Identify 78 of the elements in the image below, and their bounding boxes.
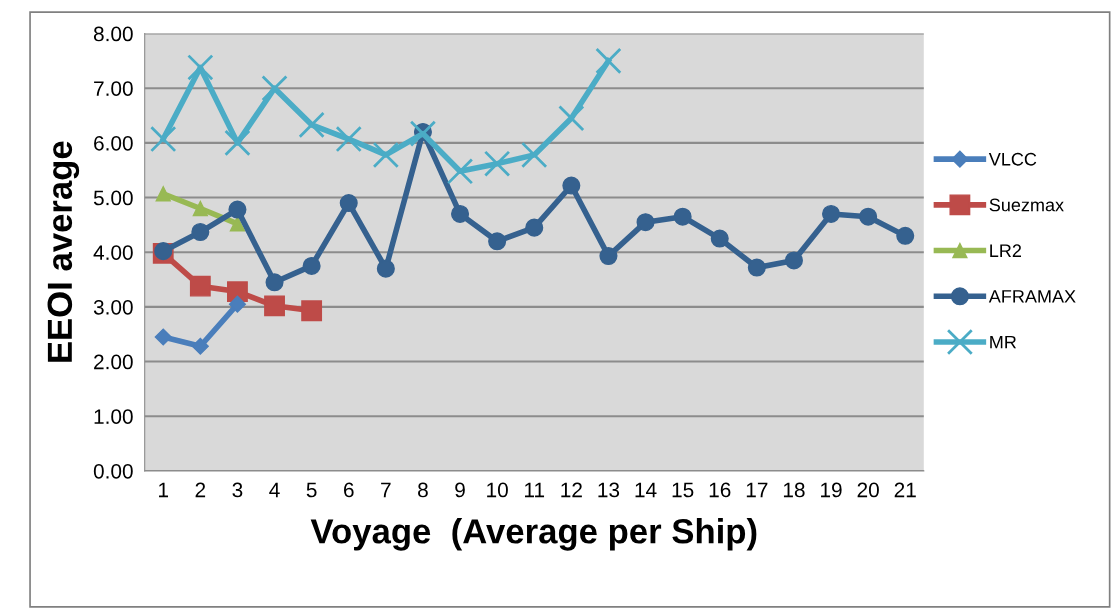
x-tick-label: 16	[709, 482, 731, 498]
point	[409, 120, 437, 147]
x-tick-label: 11	[525, 482, 545, 498]
point	[372, 141, 400, 169]
point	[191, 337, 209, 355]
point	[446, 158, 474, 185]
point	[784, 251, 803, 270]
point	[261, 75, 288, 102]
x-tick-label: 9	[455, 482, 465, 498]
x-tick-label: 15	[672, 482, 694, 498]
x-tick-label: 6	[344, 482, 354, 498]
point	[636, 213, 655, 232]
point	[302, 256, 321, 275]
x-tick-label: 20	[857, 482, 879, 498]
point	[339, 194, 358, 213]
y-tick-label: 5.00	[93, 190, 133, 206]
x-tick-label: 7	[381, 482, 391, 498]
legend-label: VLCC	[988, 152, 1037, 166]
legend-label: Suezmax	[989, 198, 1064, 212]
point	[595, 47, 622, 75]
x-tick-label: 14	[635, 482, 657, 498]
y-axis-title: EEOI average	[47, 141, 80, 362]
point	[187, 54, 214, 81]
point	[599, 247, 618, 266]
point	[376, 259, 395, 278]
y-tick-label: 1.00	[94, 409, 133, 424]
point	[896, 226, 915, 245]
x-tick-label: 3	[232, 482, 243, 498]
point	[558, 105, 585, 132]
x-tick-label: 17	[746, 482, 768, 498]
point	[228, 200, 247, 219]
point	[521, 141, 548, 169]
x-tick-label: 13	[598, 482, 620, 498]
legend-label: MR	[990, 335, 1017, 349]
y-tick-label: 2.00	[94, 354, 133, 370]
point	[150, 125, 177, 153]
point	[224, 129, 251, 157]
point	[155, 186, 171, 202]
x-tick-label: 10	[487, 482, 508, 498]
point	[335, 125, 362, 153]
point	[859, 207, 878, 226]
x-tick-label: 19	[821, 482, 842, 498]
legend-label: LR2	[990, 244, 1022, 257]
point	[562, 176, 581, 195]
x-tick-label: 12	[561, 482, 582, 498]
x-tick-label: 21	[894, 482, 916, 498]
point	[298, 111, 325, 139]
point	[264, 295, 285, 317]
point	[228, 295, 246, 313]
point	[673, 207, 692, 226]
point	[189, 275, 211, 297]
point	[192, 200, 208, 217]
y-tick-label: 0.00	[93, 463, 133, 479]
x-tick-label: 2	[195, 482, 206, 498]
y-tick-label: 3.00	[93, 299, 133, 315]
x-tick-label: 18	[783, 482, 805, 498]
point	[747, 258, 766, 277]
point	[154, 328, 172, 346]
x-tick-label: 1	[159, 482, 169, 498]
point	[822, 204, 841, 223]
legend-label: AFRAMAX	[988, 290, 1076, 303]
point	[488, 232, 507, 251]
point	[301, 300, 323, 322]
point	[265, 273, 284, 292]
x-tick-label: 5	[306, 482, 317, 498]
point	[229, 216, 246, 232]
point	[525, 218, 544, 237]
x-axis-title: Voyage (Average per Ship)	[310, 518, 757, 551]
y-tick-label: 4.00	[93, 245, 133, 260]
point	[451, 204, 470, 223]
point	[710, 229, 729, 248]
point	[483, 150, 511, 177]
y-tick-label: 7.00	[94, 81, 133, 96]
y-tick-label: 8.00	[93, 26, 133, 42]
y-tick-label: 6.00	[94, 135, 133, 151]
x-tick-label: 4	[269, 482, 280, 498]
x-tick-label: 8	[418, 482, 428, 498]
point	[191, 222, 210, 242]
